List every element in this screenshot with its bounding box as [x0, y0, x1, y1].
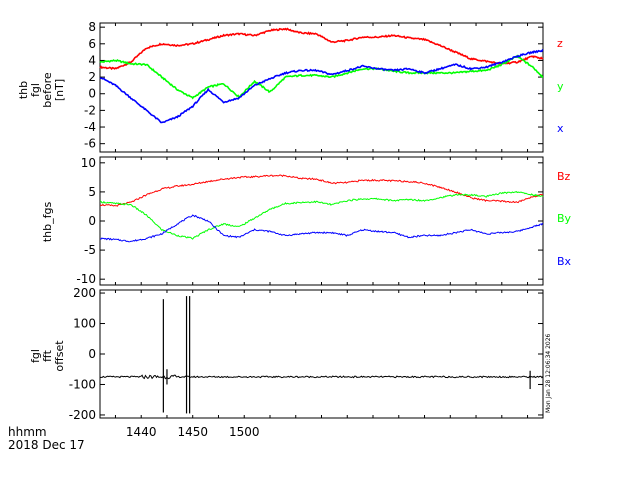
ylabel-top-line2: fgl: [29, 83, 42, 97]
series-Bx-line: [99, 214, 544, 243]
ylabel-middle: thb_fgs: [41, 202, 54, 243]
ylabel-bottom-line1: fgl: [29, 349, 42, 363]
ylabel-bottom-line3: offset: [53, 340, 66, 372]
x-tick-label: 1440: [126, 425, 157, 439]
y-tick-label: 0: [88, 214, 96, 228]
x-tick-label: 1450: [177, 425, 208, 439]
x-tick-label: 1500: [229, 425, 260, 439]
legend-middle-bz: Bz: [557, 170, 571, 183]
ylabel-top-line3: before: [41, 72, 54, 108]
legend-middle-by: By: [557, 212, 572, 225]
y-tick-label: -10: [76, 272, 96, 286]
series-layer: [99, 27, 544, 414]
series-z-line: [99, 27, 544, 71]
y-tick-label: 10: [81, 156, 96, 170]
y-tick-label: -100: [69, 377, 96, 391]
timestamp: Mon Jan 28 12:06:34 2026: [545, 333, 552, 413]
tick-layer: -6 -4 -2 0 2 4 6 8 -10 -5 0 5 10 -200 -100 0 100 200 1440 1…: [69, 20, 543, 439]
date-label: 2018 Dec 17: [8, 438, 85, 452]
series-Bz-line: [99, 174, 544, 207]
y-tick-label: 8: [88, 20, 96, 34]
y-tick-label: -6: [84, 137, 96, 151]
y-tick-label: -2: [84, 103, 96, 117]
legend-top-z: z: [557, 37, 563, 50]
ylabel-top-line4: [nT]: [53, 79, 66, 101]
series-y-line: [99, 54, 544, 100]
y-tick-label: 0: [88, 347, 96, 361]
time-axis-label: hhmm: [8, 425, 47, 439]
series-By-line: [99, 191, 544, 240]
y-tick-label: 0: [88, 87, 96, 101]
y-tick-label: 100: [73, 317, 96, 331]
y-tick-label: -200: [69, 408, 96, 422]
y-tick-label: -5: [84, 243, 96, 257]
y-tick-label: 200: [73, 286, 96, 300]
y-tick-label: -4: [84, 120, 96, 134]
y-tick-label: 6: [88, 37, 96, 51]
legend-middle-bx: Bx: [557, 255, 572, 268]
y-tick-label: 5: [88, 185, 96, 199]
ylabel-top-line1: thb: [17, 81, 30, 99]
series-offset-line: [99, 374, 544, 380]
y-tick-label: 4: [88, 53, 96, 67]
series-x-line: [99, 48, 544, 124]
legend-top-x: x: [557, 122, 564, 135]
y-tick-label: 2: [88, 70, 96, 84]
ylabel-bottom-line2: fft: [41, 349, 54, 362]
legend-top-y: y: [557, 80, 564, 93]
